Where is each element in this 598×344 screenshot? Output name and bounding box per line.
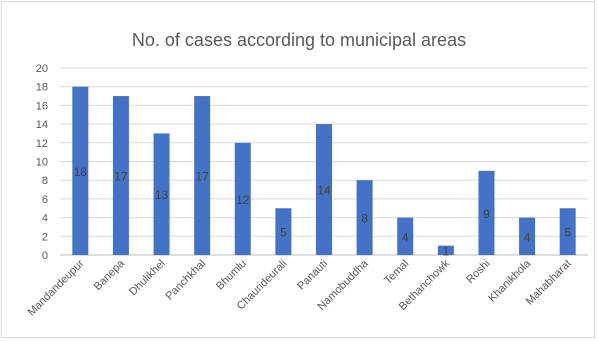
y-tick-label: 10 (36, 157, 48, 169)
data-label: 18 (74, 165, 88, 179)
bar (153, 133, 170, 255)
y-tick-label: 0 (42, 250, 48, 262)
y-tick-label: 20 (36, 63, 48, 75)
bar-chart: No. of cases according to municipal area… (26, 30, 588, 318)
x-tick-label: Panauti (295, 258, 330, 293)
data-label: 5 (280, 226, 287, 240)
x-tick-label: Bhumlu (214, 258, 249, 293)
data-label: 5 (564, 226, 571, 240)
x-tick-label: Panchkhal (163, 258, 208, 303)
y-tick-label: 14 (36, 119, 48, 131)
data-label: 17 (195, 170, 209, 184)
bar (519, 217, 536, 255)
data-label: 12 (236, 193, 250, 207)
chart-area: No. of cases according to municipal area… (1, 1, 595, 338)
chart-title: No. of cases according to municipal area… (132, 30, 466, 50)
bar (234, 142, 251, 255)
bar (275, 208, 292, 255)
x-tick-label: Roshi (464, 258, 492, 286)
bar (437, 245, 454, 255)
y-axis-tick-labels: 0 2 4 6 8 10 12 14 16 18 20 (36, 63, 48, 262)
y-tick-label: 2 (42, 231, 48, 243)
x-tick-label: Temal (382, 258, 411, 287)
y-tick-label: 4 (42, 213, 48, 225)
data-label: 17 (114, 170, 128, 184)
bar (112, 96, 129, 255)
data-labels: 18 17 13 17 12 5 14 8 4 1 9 4 5 (74, 165, 572, 258)
bars (72, 86, 576, 255)
bar (478, 170, 495, 255)
data-label: 14 (317, 184, 331, 198)
x-tick-label: Mandandeupur (26, 257, 87, 318)
y-tick-label: 8 (42, 175, 48, 187)
y-tick-label: 6 (42, 194, 48, 206)
data-label: 9 (483, 207, 490, 221)
bar (559, 208, 576, 255)
data-label: 1 (443, 244, 450, 258)
bar (316, 124, 332, 255)
y-tick-label: 18 (36, 82, 48, 94)
data-label: 8 (361, 212, 368, 226)
bar (397, 217, 414, 255)
bar (72, 86, 89, 255)
data-label: 4 (402, 230, 409, 244)
bar (356, 180, 373, 255)
x-tick-label: Dhulikhel (127, 258, 167, 298)
y-tick-label: 16 (36, 100, 48, 112)
bar (194, 96, 211, 255)
data-label: 13 (155, 188, 169, 202)
y-tick-label: 12 (36, 138, 48, 150)
data-label: 4 (524, 230, 531, 244)
x-tick-label: Banepa (92, 257, 128, 293)
